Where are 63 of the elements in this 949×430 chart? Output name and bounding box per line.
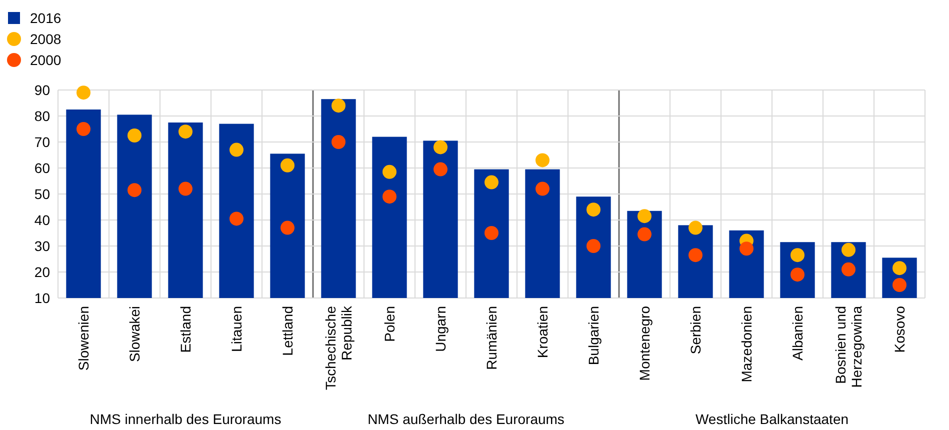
- x-tick-label: Bulgarien: [586, 306, 602, 366]
- y-tick-label: 60: [34, 160, 50, 176]
- y-tick-label: 30: [34, 238, 50, 254]
- y-tick-label: 50: [34, 186, 50, 202]
- y-tick-label: 40: [34, 212, 50, 228]
- x-tick-label: Bosnien und Herzegowina: [832, 306, 864, 388]
- point: [434, 140, 448, 154]
- point: [586, 239, 600, 253]
- point: [790, 248, 804, 262]
- point: [76, 122, 90, 136]
- point: [484, 175, 498, 190]
- point: [332, 98, 346, 113]
- point: [892, 261, 906, 276]
- point: [688, 220, 702, 235]
- point: [638, 209, 652, 224]
- x-tick-label: Slowenien: [76, 306, 92, 371]
- x-tick-label: Ungarn: [432, 306, 448, 352]
- x-tick-label: Slowakei: [126, 306, 142, 362]
- y-tick-label: 90: [34, 82, 50, 98]
- point: [128, 128, 142, 142]
- x-tick-label: Rumänien: [484, 306, 500, 370]
- x-axis-title: Westliche Balkanstaaten: [695, 411, 849, 427]
- point: [638, 227, 652, 242]
- y-tick-label: 70: [34, 134, 50, 150]
- x-tick-label: Lettland: [280, 306, 296, 356]
- point: [842, 242, 856, 257]
- x-axis-title: NMS innerhalb des Euroraums: [90, 411, 282, 427]
- point: [688, 248, 702, 262]
- legend-label: 2000: [30, 52, 62, 68]
- x-tick-label: Mazedonien: [738, 306, 754, 382]
- legend-label: 2016: [30, 10, 62, 26]
- y-tick-label: 80: [34, 108, 50, 124]
- point: [586, 202, 600, 217]
- x-tick-label: Kosovo: [892, 306, 908, 353]
- x-tick-label: Estland: [178, 306, 194, 353]
- point: [76, 86, 90, 100]
- point: [434, 162, 448, 176]
- legend-label: 2008: [30, 30, 62, 47]
- y-tick-label: 10: [34, 290, 50, 306]
- x-axis-title: NMS außerhalb des Euroraums: [368, 411, 564, 427]
- point: [280, 220, 294, 235]
- point: [230, 212, 244, 226]
- point: [178, 182, 192, 196]
- x-tick-label: Albanien: [790, 306, 806, 360]
- point: [484, 226, 498, 240]
- point: [230, 142, 244, 157]
- x-tick-label: Polen: [382, 306, 398, 342]
- point: [178, 124, 192, 139]
- x-tick-label: Montenegro: [636, 306, 652, 381]
- x-tick-label: Litauen: [228, 306, 244, 352]
- point: [382, 164, 396, 179]
- x-tick-label: Kroatien: [534, 306, 550, 358]
- point: [536, 153, 550, 168]
- point: [382, 190, 396, 204]
- x-tick-label: Tschechische Republik: [322, 305, 354, 390]
- point: [332, 135, 346, 149]
- point: [892, 278, 906, 292]
- y-tick-label: 20: [34, 264, 50, 280]
- x-tick-label: Serbien: [688, 306, 704, 354]
- point: [280, 158, 294, 172]
- point: [128, 183, 142, 198]
- point: [740, 242, 754, 256]
- point: [536, 182, 550, 196]
